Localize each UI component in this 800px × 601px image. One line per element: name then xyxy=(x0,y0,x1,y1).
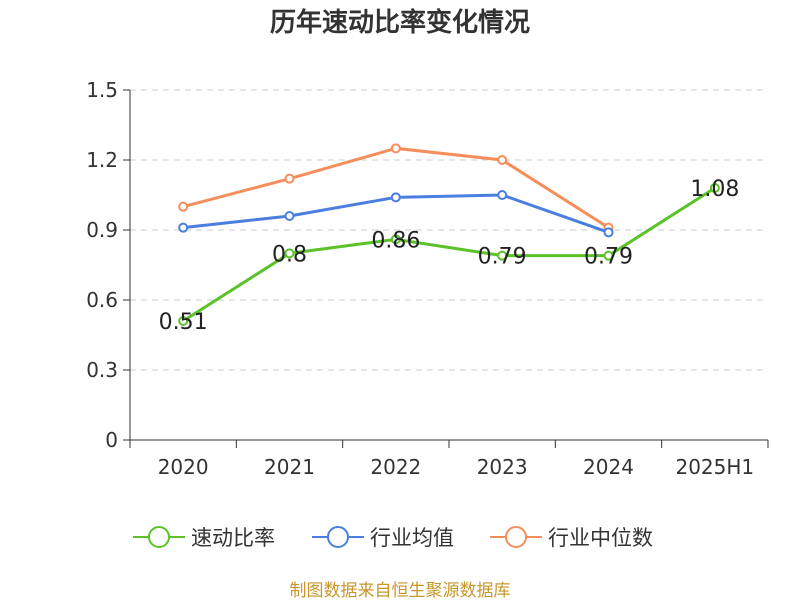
x-tick-label: 2025H1 xyxy=(675,455,754,479)
data-labels: 0.51 0.8 0.86 0.79 0.79 1.08 xyxy=(159,177,740,335)
data-label: 0.79 xyxy=(584,245,633,270)
data-label: 0.51 xyxy=(159,310,208,335)
data-point xyxy=(178,201,189,212)
x-tick-label: 2022 xyxy=(370,455,421,479)
grid-lines xyxy=(130,89,768,371)
series-lines xyxy=(178,143,720,326)
y-tick-label: 0.9 xyxy=(86,218,118,242)
data-point xyxy=(178,316,189,326)
source-note: 制图数据来自恒生聚源数据库 xyxy=(289,581,511,601)
data-label: 0.86 xyxy=(371,228,420,253)
data-point xyxy=(284,248,295,259)
y-tick-label: 1.2 xyxy=(86,148,118,172)
legend-label-industry-mean: 行业均值 xyxy=(370,526,454,550)
data-point xyxy=(603,250,614,261)
chart-title: 历年速动比率变化情况 xyxy=(269,8,530,38)
data-point xyxy=(497,250,508,261)
y-tick-label: 0.3 xyxy=(86,358,118,382)
series-line xyxy=(182,186,716,323)
legend-swatch-industry-mean xyxy=(312,526,364,548)
data-label: 1.08 xyxy=(690,177,739,202)
legend-label-industry-median: 行业中位数 xyxy=(548,526,653,550)
data-point xyxy=(390,234,401,245)
y-tick-label: 0 xyxy=(105,428,118,452)
legend-item-industry-median[interactable]: 行业中位数 xyxy=(490,520,653,554)
legend-label-quick-ratio: 速动比率 xyxy=(191,526,275,550)
line-chart: 0 0.3 0.6 0.9 1.2 1.5 2020 2021 2022 2023 2024 2025… xyxy=(86,78,769,479)
legend-swatch-quick-ratio xyxy=(133,526,185,548)
x-tick-label: 2024 xyxy=(583,455,634,479)
data-point xyxy=(284,173,295,184)
data-point xyxy=(497,190,508,200)
y-tick-label: 0.6 xyxy=(86,288,118,312)
data-point xyxy=(603,227,614,238)
axes: 0 0.3 0.6 0.9 1.2 1.5 2020 2021 2022 2023 2024 2025… xyxy=(86,78,769,479)
data-point xyxy=(284,211,295,221)
data-point xyxy=(178,222,189,233)
legend-item-quick-ratio[interactable]: 速动比率 xyxy=(133,520,275,554)
y-tick-label: 1.5 xyxy=(86,78,118,102)
data-point xyxy=(390,143,401,154)
x-tick-label: 2021 xyxy=(264,455,315,479)
data-point xyxy=(390,192,401,203)
x-tick-label: 2023 xyxy=(477,455,528,479)
data-point xyxy=(709,183,720,193)
legend-swatch-industry-median xyxy=(490,526,542,548)
legend: 速动比率 行业均值 行业中位数 xyxy=(0,520,800,554)
legend-item-industry-mean[interactable]: 行业均值 xyxy=(312,520,454,554)
data-label: 0.79 xyxy=(478,245,527,270)
x-tick-label: 2020 xyxy=(158,455,209,479)
data-point xyxy=(497,155,508,165)
data-label: 0.8 xyxy=(272,242,307,267)
